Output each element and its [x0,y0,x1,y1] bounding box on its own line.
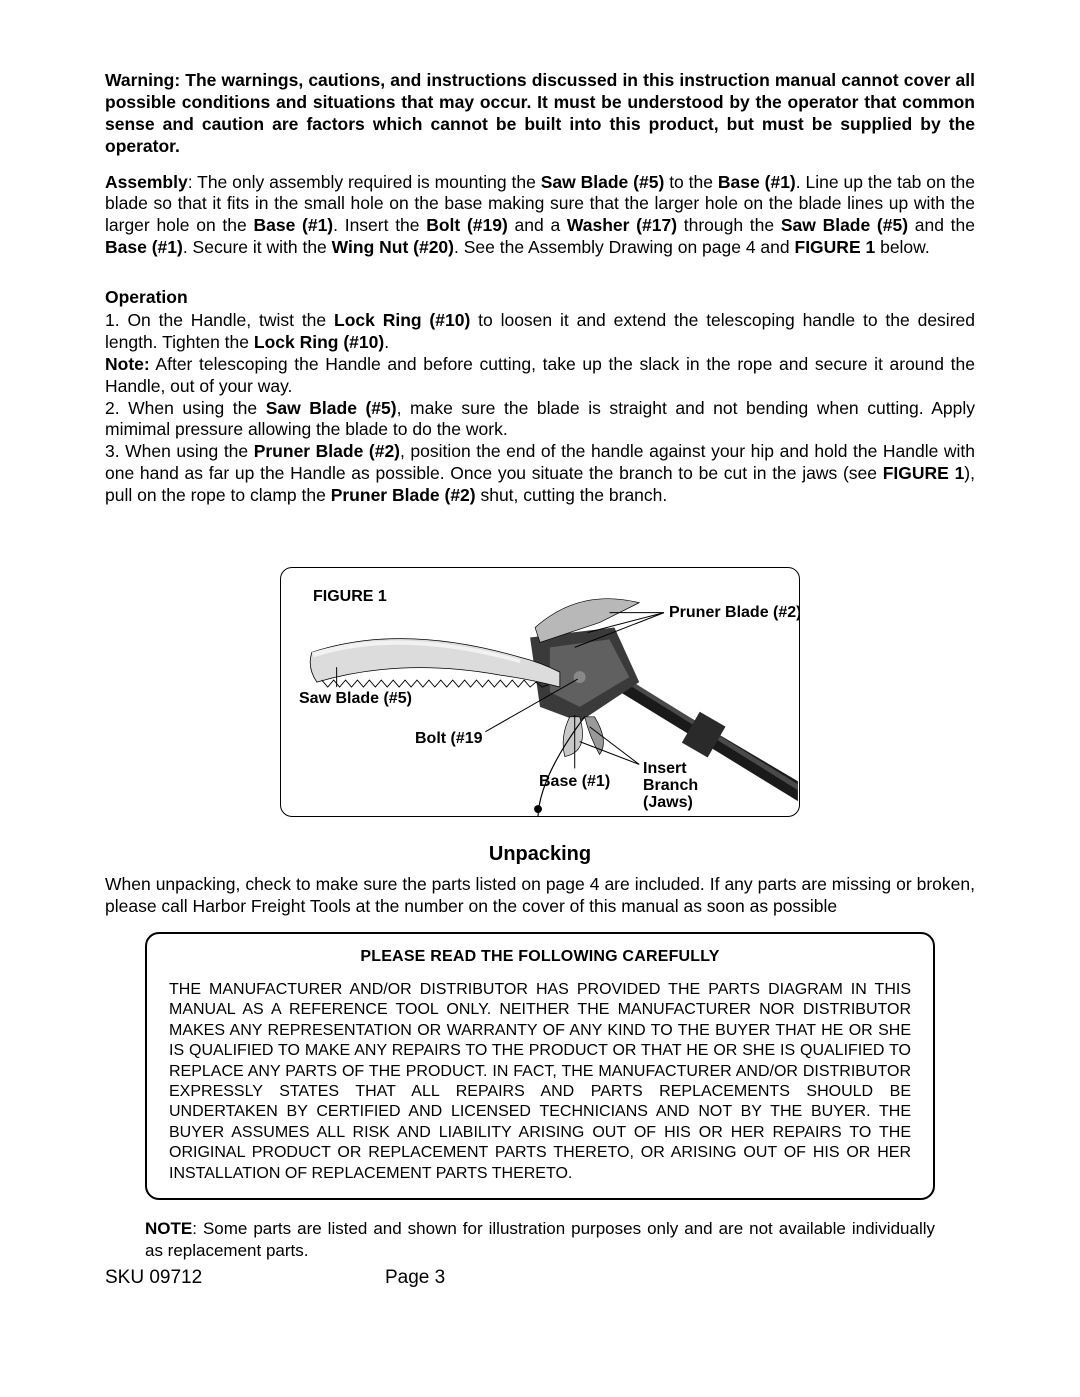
notice-box: PLEASE READ THE FOLLOWING CAREFULLY THE … [145,932,935,1201]
ref-saw-blade: Saw Blade (#5) [781,215,908,235]
operation-paragraph: 1. On the Handle, twist the Lock Ring (#… [105,310,975,507]
note-prefix: NOTE [145,1219,192,1238]
assembly-paragraph: Assembly: The only assembly required is … [105,172,975,260]
t: : The only assembly required is mounting… [188,172,541,192]
t: and the [908,215,975,235]
ref-base: Base (#1) [718,172,796,192]
figure-1: FIGURE 1 Pruner Blade (#2) Saw Blade (#5… [280,567,800,817]
t: to the [664,172,718,192]
label-base: Base (#1) [539,773,610,791]
t: . See the Assembly Drawing on page 4 and [454,237,795,257]
rope-end-icon [534,805,542,813]
t: . Insert the [333,215,426,235]
notice-title: PLEASE READ THE FOLLOWING CAREFULLY [169,948,911,966]
ref-base: Base (#1) [105,237,183,257]
ref-pruner-blade: Pruner Blade (#2) [331,485,476,505]
note-line: NOTE: Some parts are listed and shown fo… [145,1218,935,1261]
ref-figure-1: FIGURE 1 [883,463,965,483]
page-footer: SKU 09712 Page 3 [105,1267,975,1289]
notice-body: THE MANUFACTURER AND/OR DISTRIBUTOR HAS … [169,980,911,1185]
page-number: Page 3 [385,1267,445,1289]
saw-blade-icon [310,638,560,686]
t: . [384,332,389,352]
t: and a [508,215,567,235]
t: 2. When using the [105,398,266,418]
note-text: After telescoping the Handle and before … [105,354,975,396]
note-prefix: Note: [105,354,150,374]
ref-lock-ring: Lock Ring (#10) [254,332,384,352]
figure-title: FIGURE 1 [313,588,387,606]
note-text: : Some parts are listed and shown for il… [145,1219,935,1259]
warning-text: The warnings, cautions, and instructions… [105,70,975,156]
ref-figure-1: FIGURE 1 [795,237,876,257]
ref-washer: Washer (#17) [567,215,677,235]
unpacking-heading: Unpacking [105,843,975,866]
t: . Secure it with the [183,237,332,257]
ref-lock-ring: Lock Ring (#10) [334,310,470,330]
assembly-prefix: Assembly [105,172,188,192]
ref-pruner-blade: Pruner Blade (#2) [254,441,400,461]
label-pruner-blade: Pruner Blade (#2) [669,604,800,622]
label-insert-2: Branch [643,777,698,795]
ref-saw-blade: Saw Blade (#5) [541,172,665,192]
t: 1. On the Handle, twist the [105,310,334,330]
ref-base: Base (#1) [253,215,333,235]
t: 3. When using the [105,441,254,461]
label-bolt: Bolt (#19 [415,730,483,748]
t: shut, cutting the branch. [476,485,668,505]
t: below. [875,237,929,257]
unpacking-text: When unpacking, check to make sure the p… [105,874,975,918]
jaw-icon [563,717,603,757]
warning-paragraph: Warning: The warnings, cautions, and ins… [105,70,975,158]
sku-label: SKU 09712 [105,1267,385,1289]
ref-bolt: Bolt (#19) [426,215,508,235]
warning-prefix: Warning: [105,70,180,90]
label-insert-3: (Jaws) [643,794,693,812]
t: through the [677,215,781,235]
operation-heading: Operation [105,287,975,308]
manual-page: Warning: The warnings, cautions, and ins… [0,0,1080,1397]
ref-wing-nut: Wing Nut (#20) [332,237,454,257]
label-insert-1: Insert [643,760,687,778]
ref-saw-blade: Saw Blade (#5) [266,398,397,418]
label-saw-blade: Saw Blade (#5) [299,690,412,708]
